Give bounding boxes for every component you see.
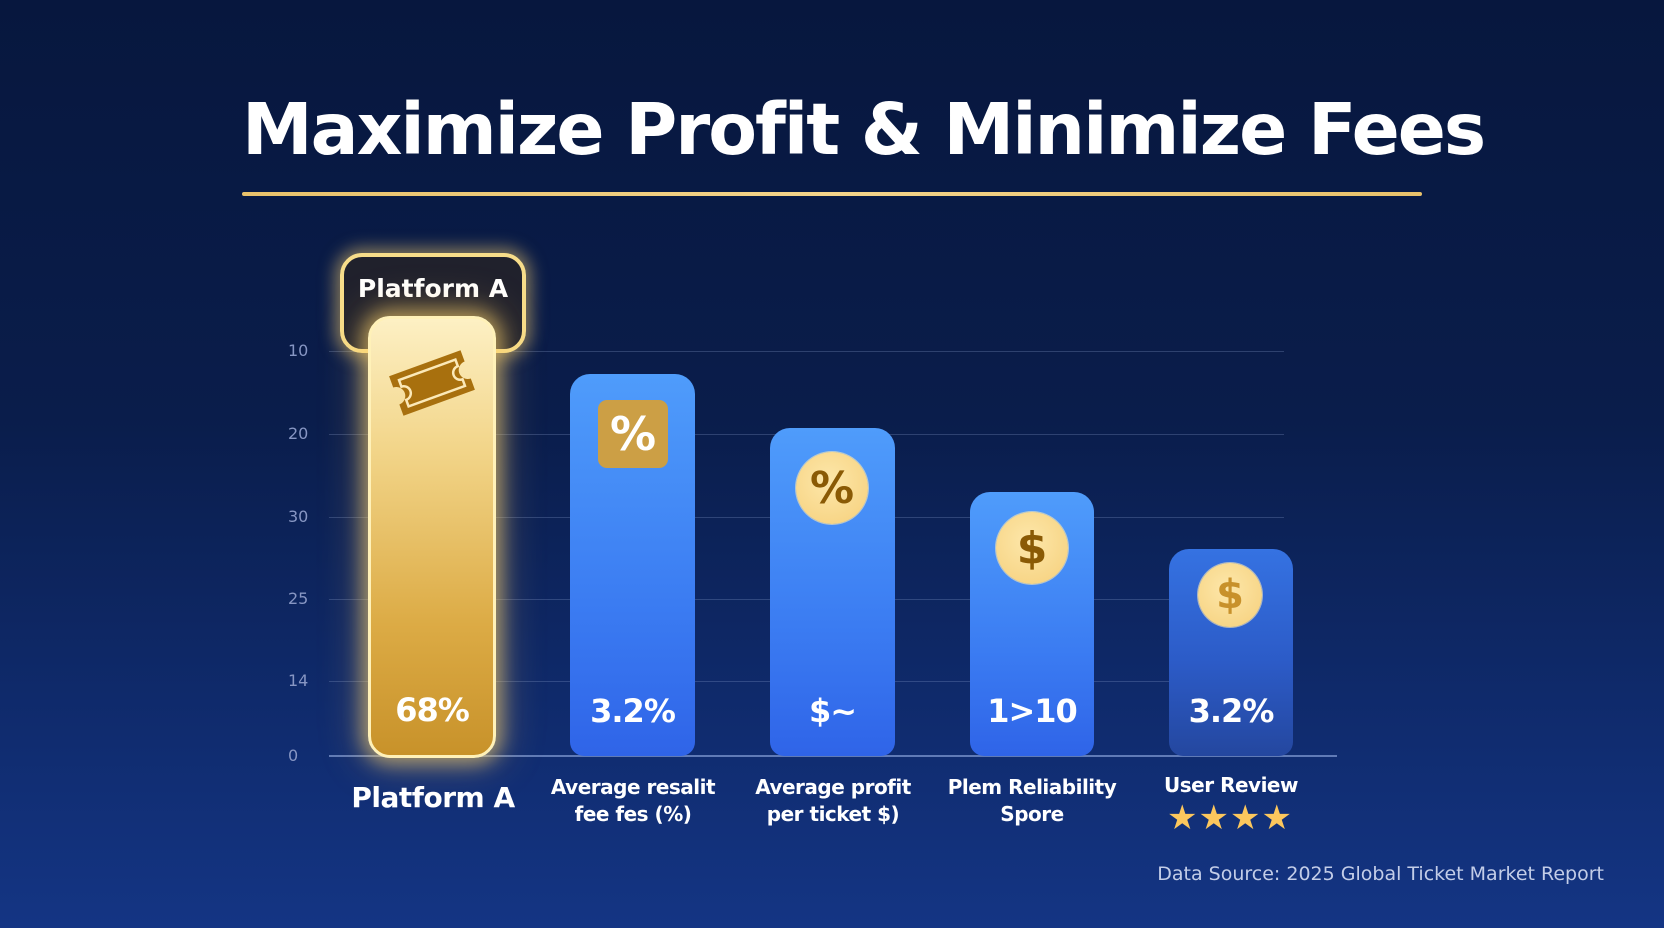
dollar-coin-icon: $ <box>1198 563 1262 627</box>
x-label-resale-fee: Average resalit fee fes (%) <box>543 774 723 828</box>
x-label-line: Average resalit <box>550 775 716 799</box>
x-axis-baseline <box>329 755 1337 757</box>
x-label-user-review: User Review <box>1164 773 1298 797</box>
bar-platform-a[interactable]: 68% <box>368 316 496 758</box>
y-tick: 10 <box>288 341 309 360</box>
dollar-coin-icon: $ <box>996 512 1068 584</box>
bar-value: 68% <box>395 691 470 729</box>
x-label-line: fee fes (%) <box>574 802 692 826</box>
y-tick: 25 <box>288 589 309 608</box>
highlight-label: Platform A <box>357 274 509 303</box>
ticket-icon <box>389 350 475 416</box>
x-label-line: Plem Reliability <box>947 775 1117 799</box>
bar-value: 3.2% <box>1188 692 1275 730</box>
gridline <box>329 351 1284 352</box>
y-tick: 30 <box>288 507 309 526</box>
bar-reliability-score[interactable]: 1>10 <box>970 492 1094 756</box>
y-tick: 14 <box>288 671 309 690</box>
x-label-reliability: Plem Reliability Spore <box>937 774 1127 828</box>
title-underline <box>242 192 1422 196</box>
data-source: Data Source: 2025 Global Ticket Market R… <box>1157 863 1604 885</box>
bar-value: 1>10 <box>987 692 1078 730</box>
bar-value: $~ <box>808 692 857 730</box>
y-tick: 20 <box>288 424 309 443</box>
x-label-line: Average profit <box>755 775 911 799</box>
percent-icon: % <box>598 400 668 468</box>
x-label-platform-a: Platform A <box>351 781 515 814</box>
bar-value: 3.2% <box>590 692 676 730</box>
y-tick: 0 <box>288 746 299 765</box>
x-label-average-profit: Average profit per ticket $) <box>743 774 923 828</box>
chart-title: Maximize Profit & Minimize Fees <box>242 88 1486 171</box>
bar-average-profit[interactable]: $~ <box>770 428 895 756</box>
bar-average-resale-fee[interactable]: 3.2% <box>570 374 695 756</box>
x-label-line: per ticket $) <box>766 802 900 826</box>
star-rating-icon: ★★★★ <box>1167 798 1293 838</box>
percent-coin-icon: % <box>796 452 868 524</box>
x-label-line: Spore <box>1000 802 1064 826</box>
